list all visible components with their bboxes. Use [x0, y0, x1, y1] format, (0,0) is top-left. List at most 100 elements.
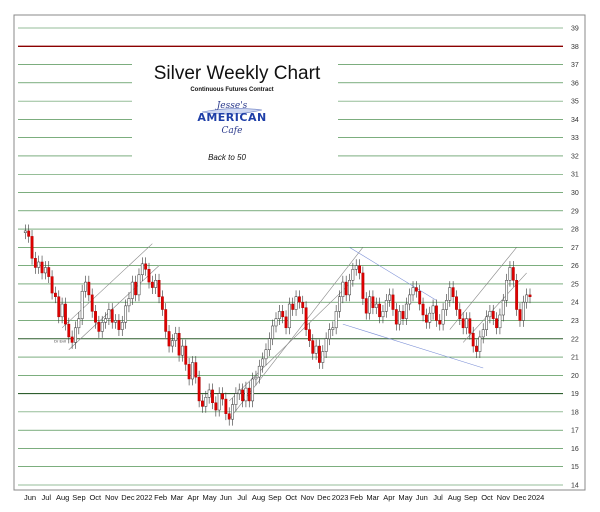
candle-body: [334, 311, 338, 329]
x-tick-label: Mar: [170, 493, 183, 502]
candle-body: [401, 311, 405, 319]
candle-body: [448, 287, 452, 301]
candle-body: [40, 261, 44, 274]
candle-body: [224, 398, 228, 414]
candle-body: [204, 397, 208, 407]
candle-body: [257, 365, 261, 378]
downtrend-line: [349, 247, 437, 301]
candle-body: [90, 294, 94, 312]
y-tick-label: 26: [571, 263, 579, 270]
candle-body: [80, 290, 84, 319]
candle-body: [170, 340, 174, 347]
candle-body: [70, 336, 74, 343]
x-tick-label: May: [398, 493, 412, 502]
candle-body: [167, 331, 171, 347]
candle-body: [47, 267, 51, 277]
candle-body: [465, 318, 468, 329]
x-tick-label: Mar: [366, 493, 379, 502]
candle-body: [94, 311, 97, 323]
candle-body: [391, 294, 395, 310]
candle-body: [267, 338, 271, 350]
candle-body: [384, 300, 388, 312]
candle-body: [271, 325, 275, 340]
candle-body: [398, 311, 402, 325]
y-tick-label: 37: [571, 62, 579, 69]
x-tick-label: Jul: [42, 493, 52, 502]
candle-body: [247, 387, 251, 402]
candle-body: [404, 303, 408, 319]
candle-body: [505, 280, 509, 301]
candle-body: [371, 296, 375, 308]
candle-body: [137, 274, 141, 296]
y-tick-label: 20: [571, 373, 579, 380]
y-tick-label: 29: [571, 208, 579, 215]
y-tick-label: 28: [571, 227, 579, 234]
x-tick-label: Aug: [448, 493, 461, 502]
candle-body: [147, 269, 151, 283]
x-tick-label: Sep: [268, 493, 281, 502]
y-tick-label: 38: [571, 44, 579, 51]
candle-body: [358, 265, 361, 274]
channel-line: [68, 265, 160, 350]
candle-body: [495, 318, 498, 329]
candle-body: [181, 345, 184, 356]
candle-body: [304, 307, 308, 330]
candle-body: [308, 329, 311, 341]
candle-body: [33, 258, 37, 268]
candle-body: [455, 296, 458, 310]
x-tick-label: Oct: [285, 493, 298, 502]
candle-body: [478, 336, 482, 352]
y-axis-ticks: 14 15 16 17 18 19 20 21 22 23 24 25 26 27 28 29 30 31 32 33…: [571, 26, 579, 490]
y-tick-label: 16: [571, 446, 579, 453]
candle-body: [445, 300, 448, 310]
candle-body: [284, 316, 288, 329]
chart-subtitle: Continuous Futures Contract: [190, 87, 273, 93]
candle-body: [140, 263, 144, 276]
candles: [23, 224, 532, 426]
candle-body: [74, 327, 77, 343]
x-tick-label: Dec: [513, 493, 527, 502]
channel-line: [61, 243, 153, 329]
candle-body: [217, 393, 221, 411]
candle-body: [57, 296, 61, 318]
candle-body: [87, 281, 91, 296]
x-tick-label: Jun: [416, 493, 428, 502]
candle-body: [43, 267, 47, 274]
candle-body: [421, 303, 425, 316]
candle-body: [37, 261, 41, 268]
candle-body: [157, 280, 161, 297]
candle-body: [351, 269, 355, 281]
logo-line1: Jesse's: [215, 101, 248, 111]
candle-body: [508, 267, 512, 281]
logo-line3: Cafe: [222, 126, 243, 136]
y-tick-label: 17: [571, 428, 579, 435]
candle-body: [475, 345, 478, 352]
chart-title: Silver Weekly Chart: [154, 63, 321, 84]
candle-body: [485, 316, 488, 330]
candle-body: [194, 362, 198, 378]
candle-body: [67, 323, 71, 338]
candle-body: [254, 376, 258, 380]
candle-body: [274, 318, 278, 327]
candle-body: [234, 393, 238, 405]
candle-body: [394, 309, 398, 325]
channel-line: [229, 283, 350, 402]
x-tick-label: 2024: [528, 493, 545, 502]
candle-body: [291, 303, 295, 310]
back-to-50-link[interactable]: Back to 50: [208, 153, 246, 162]
candle-body: [408, 294, 412, 305]
candle-body: [221, 393, 224, 400]
candle-body: [528, 294, 532, 297]
candle-body: [418, 290, 422, 305]
candle-body: [321, 351, 325, 363]
x-tick-label: Jul: [433, 493, 443, 502]
candle-body: [471, 333, 475, 347]
y-tick-label: 33: [571, 135, 579, 142]
x-tick-label: Jun: [220, 493, 232, 502]
candle-body: [324, 338, 328, 352]
candle-body: [50, 276, 54, 294]
candle-body: [381, 311, 385, 318]
x-tick-label: Oct: [89, 493, 102, 502]
candle-body: [184, 345, 188, 365]
